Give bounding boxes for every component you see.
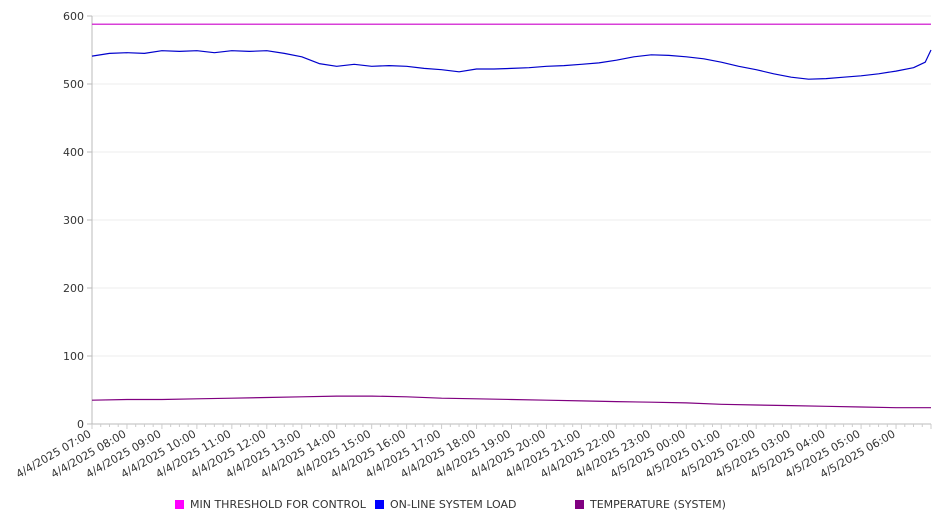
- legend-swatch: [575, 500, 584, 509]
- y-tick-label: 300: [63, 214, 84, 227]
- legend-item-temperature: TEMPERATURE (SYSTEM): [575, 498, 726, 511]
- legend-item-system-load: ON-LINE SYSTEM LOAD: [375, 498, 516, 511]
- legend-item-min-threshold: MIN THRESHOLD FOR CONTROL: [175, 498, 366, 511]
- gridlines: [92, 15, 931, 357]
- y-axis-ticks: 0 100 200 300 400 500 600: [63, 10, 92, 431]
- legend-swatch: [175, 500, 184, 509]
- y-tick-label: 500: [63, 78, 84, 91]
- series-line-1: [91, 49, 932, 80]
- y-tick-label: 600: [63, 10, 84, 23]
- series-line-2: [91, 395, 931, 409]
- x-axis-ticks: 4/4/2025 07:004/4/2025 08:004/4/2025 09:…: [14, 424, 932, 481]
- y-tick-label: 400: [63, 146, 84, 159]
- y-tick-label: 200: [63, 282, 84, 295]
- series-lines: [91, 23, 932, 409]
- legend-swatch: [375, 500, 384, 509]
- legend: MIN THRESHOLD FOR CONTROL ON-LINE SYSTEM…: [175, 498, 935, 514]
- legend-label: MIN THRESHOLD FOR CONTROL: [190, 498, 366, 511]
- y-tick-label: 100: [63, 350, 84, 363]
- legend-label: TEMPERATURE (SYSTEM): [590, 498, 726, 511]
- y-tick-label: 0: [77, 418, 84, 431]
- legend-label: ON-LINE SYSTEM LOAD: [390, 498, 517, 511]
